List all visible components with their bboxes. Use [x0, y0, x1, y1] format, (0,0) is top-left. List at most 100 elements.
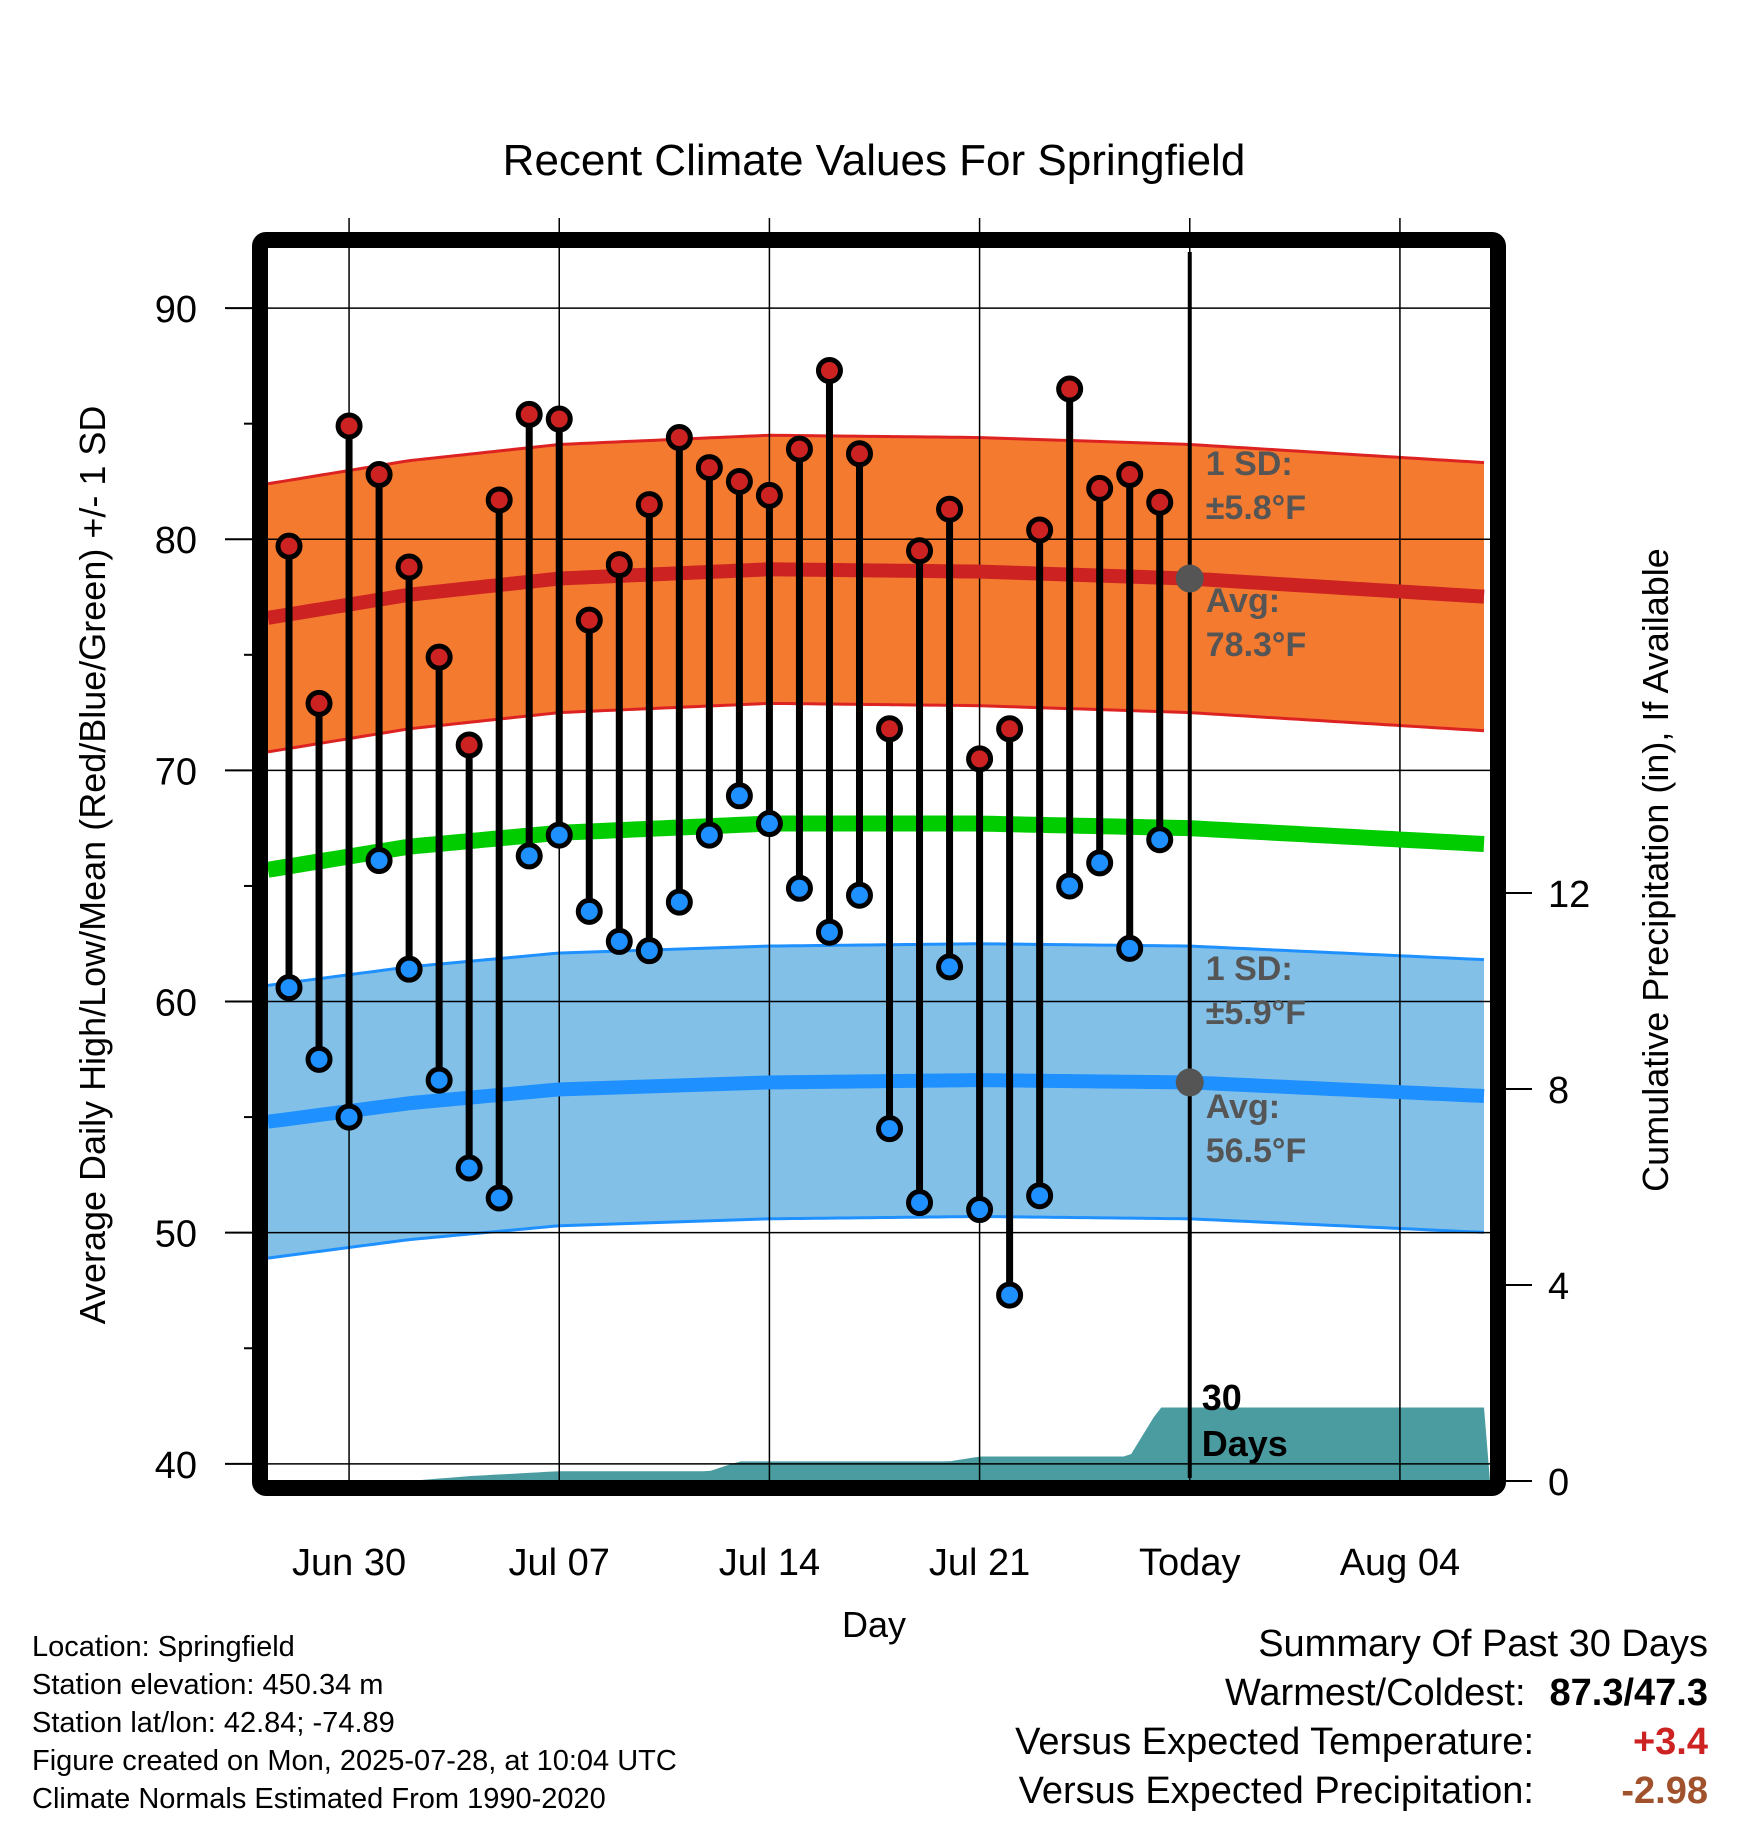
high-sd-band — [268, 435, 1484, 752]
today-low-dot — [1175, 1068, 1204, 1097]
low-avg-annotation-line: Avg: — [1206, 1088, 1280, 1126]
today-days-label: 30 Days — [1202, 1377, 1288, 1464]
daily-high-point — [966, 745, 994, 773]
daily-low-point — [1116, 934, 1144, 962]
plot-frame — [252, 232, 1506, 1496]
precip-anomaly-value: -2.98 — [1621, 1770, 1708, 1812]
today-days-label-line: 30 — [1202, 1377, 1242, 1418]
low-sd-annotation-line: ±5.9°F — [1206, 994, 1306, 1032]
daily-low-point — [275, 974, 303, 1002]
chart-title: Recent Climate Values For Springfield — [503, 136, 1246, 185]
warmest-coldest-label: Warmest/Coldest: — [1224, 1672, 1526, 1714]
daily-low-point — [635, 937, 663, 965]
y-axis-label: Average Daily High/Low/Mean (Red/Blue/Gr… — [72, 406, 113, 1325]
high-sd-band-lower-edge — [267, 701, 1485, 754]
daily-high-point — [305, 689, 333, 717]
daily-low-point — [876, 1115, 904, 1143]
today-high-dot — [1175, 564, 1204, 593]
daily-high-point — [936, 495, 964, 523]
y-tick-label: 50 — [155, 1214, 197, 1256]
daily-low-point — [996, 1281, 1024, 1309]
daily-high-point — [395, 553, 423, 581]
high-avg-annotation-line: 78.3°F — [1206, 626, 1307, 664]
daily-low-point — [906, 1189, 934, 1217]
precip-anomaly-label: Versus Expected Precipitation: — [1018, 1770, 1534, 1812]
y-tick-label: 90 — [155, 289, 197, 331]
normal-high-line — [266, 562, 1485, 625]
precip-anomaly-row: Versus Expected Precipitation: -2.98 — [1015, 1767, 1708, 1816]
daily-high-point — [755, 481, 783, 509]
low-sd-annotation-line: 1 SD: — [1206, 950, 1293, 988]
daily-high-point — [335, 412, 363, 440]
daily-high-point — [785, 435, 813, 463]
low-sd-annotation: 1 SD: ±5.9°F — [1206, 950, 1306, 1032]
plot-area: 30 Days 1 SD: ±5.8°F Avg: 78.3°F 1 SD: ±5.9°F Av… — [266, 218, 1490, 1492]
warmest-coldest-row: Warmest/Coldest: 87.3/47.3 — [1015, 1669, 1708, 1718]
normals-text: Climate Normals Estimated From 1990-2020 — [32, 1783, 606, 1815]
daily-high-point — [665, 424, 693, 452]
daily-low-point — [815, 918, 843, 946]
x-tick-label: Today — [1139, 1542, 1240, 1584]
daily-low-point — [695, 821, 723, 849]
y2-axis-label: Cumulative Precipitation (in), If Availa… — [1635, 548, 1676, 1192]
daily-high-point — [1086, 474, 1114, 502]
axes: 40 50 60 70 80 90 0 4 8 12 Jun 30 Jul 07 Jul 14 Jul 2… — [155, 232, 1590, 1584]
daily-low-point — [605, 927, 633, 955]
x-tick-label: Jul 07 — [509, 1542, 610, 1584]
high-avg-annotation-line: Avg: — [1206, 582, 1280, 620]
daily-low-point — [845, 881, 873, 909]
y-tick-label: 40 — [155, 1445, 197, 1487]
created-text: Figure created on Mon, 2025-07-28, at 10… — [32, 1745, 677, 1777]
summary-panel: Summary Of Past 30 Days Warmest/Coldest:… — [1015, 1620, 1708, 1816]
y2-tick-label: 0 — [1548, 1462, 1569, 1504]
daily-low-point — [395, 955, 423, 983]
daily-high-point — [1146, 488, 1174, 516]
low-avg-annotation-line: 56.5°F — [1206, 1132, 1307, 1170]
daily-low-point — [755, 810, 783, 838]
daily-high-point — [1026, 516, 1054, 544]
daily-high-point — [1056, 375, 1084, 403]
daily-low-point — [365, 847, 393, 875]
daily-high-point — [906, 537, 934, 565]
daily-high-point — [455, 731, 483, 759]
daily-high-point — [845, 440, 873, 468]
latlon-text: Station lat/lon: 42.84; -74.89 — [32, 1707, 395, 1739]
daily-high-point — [635, 491, 663, 519]
location-text: Location: Springfield — [32, 1631, 295, 1663]
y2-tick-label: 8 — [1548, 1070, 1569, 1112]
daily-low-point — [725, 782, 753, 810]
daily-high-point — [545, 405, 573, 433]
daily-high-point — [605, 551, 633, 579]
daily-low-point — [936, 953, 964, 981]
temp-anomaly-row: Versus Expected Temperature: +3.4 — [1015, 1718, 1708, 1767]
daily-high-point — [876, 715, 904, 743]
daily-high-point — [485, 486, 513, 514]
high-sd-annotation: 1 SD: ±5.8°F — [1206, 445, 1306, 527]
high-sd-band-upper-edge — [267, 433, 1485, 486]
daily-low-point — [966, 1196, 994, 1224]
station-info: Location: Springfield Station elevation:… — [32, 1628, 677, 1818]
daily-high-point — [1116, 461, 1144, 489]
high-sd-annotation-line: 1 SD: — [1206, 445, 1293, 483]
daily-high-point — [365, 461, 393, 489]
y2-tick-label: 12 — [1548, 874, 1590, 916]
daily-high-point — [425, 643, 453, 671]
daily-low-point — [455, 1154, 483, 1182]
low-sd-band — [268, 943, 1484, 1259]
x-tick-label: Jul 14 — [719, 1542, 820, 1584]
x-tick-label: Jul 21 — [929, 1542, 1030, 1584]
daily-low-point — [1146, 826, 1174, 854]
x-axis-label: Day — [842, 1604, 906, 1645]
temp-anomaly-label: Versus Expected Temperature: — [1015, 1721, 1534, 1763]
elevation-text: Station elevation: 450.34 m — [32, 1669, 384, 1701]
daily-high-point — [515, 400, 543, 428]
daily-low-point — [485, 1184, 513, 1212]
daily-low-point — [425, 1066, 453, 1094]
low-avg-annotation: Avg: 56.5°F — [1206, 1088, 1307, 1170]
daily-high-point — [575, 606, 603, 634]
daily-low-point — [545, 821, 573, 849]
x-tick-label: Jun 30 — [292, 1542, 406, 1584]
daily-high-point — [815, 357, 843, 385]
daily-high-point — [695, 454, 723, 482]
